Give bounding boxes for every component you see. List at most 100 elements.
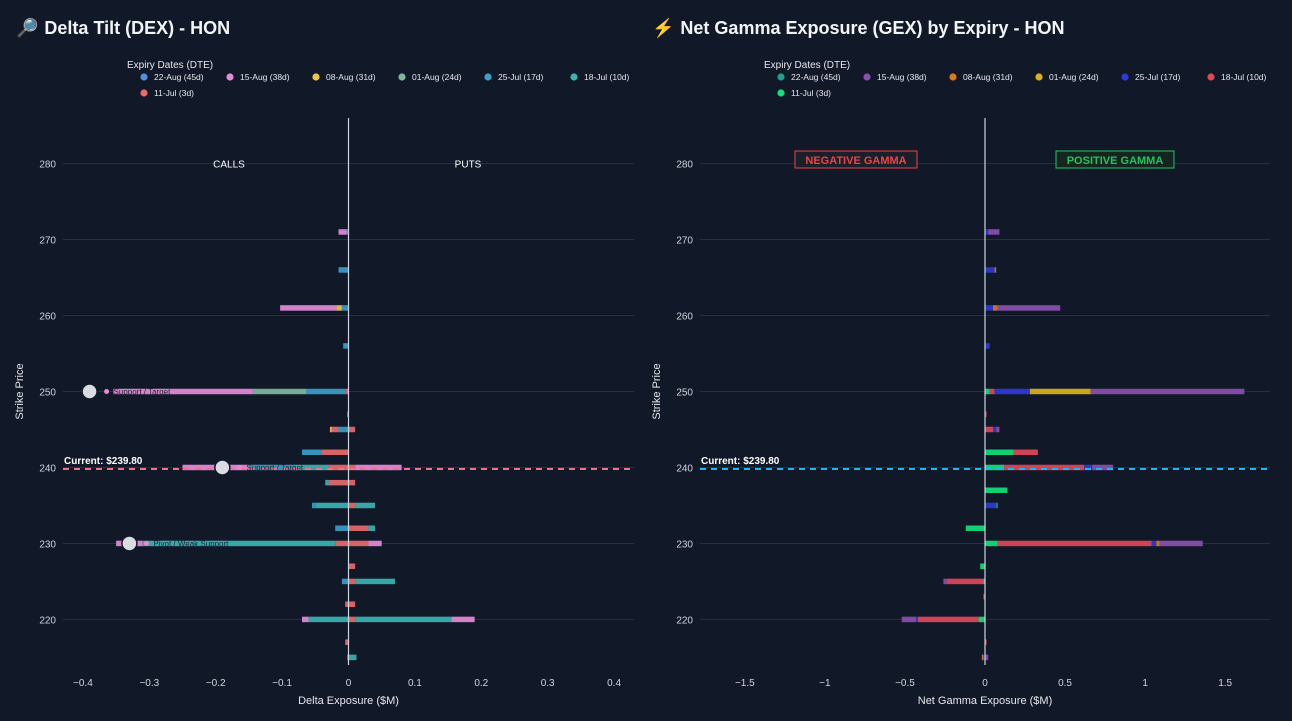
gex-ytick-label: 250 xyxy=(676,388,693,399)
dex-x-axis-title: Delta Exposure ($M) xyxy=(298,695,399,707)
gex-bar-segment xyxy=(985,388,990,395)
gex-title-text: Net Gamma Exposure (GEX) by Expiry - HON xyxy=(680,18,1065,38)
gex-chart: Expiry Dates (DTE)22-Aug (45d) 15-Aug (38… xyxy=(651,60,1270,707)
gex-bar-segment xyxy=(985,411,987,418)
level-annotation: Support / Target xyxy=(114,388,172,397)
dex-bar-segment xyxy=(336,305,342,311)
gex-ytick-label: 230 xyxy=(676,539,693,550)
dex-bar-segment xyxy=(335,540,349,547)
dex-bar-segment xyxy=(306,388,346,395)
gex-bar-segment xyxy=(985,449,1014,456)
gex-bar-segment xyxy=(917,616,979,623)
dex-legend-marker xyxy=(140,89,148,97)
gex-bar-segment xyxy=(994,267,997,273)
gex-bar-segment xyxy=(997,305,1061,311)
gex-legend-marker xyxy=(1207,73,1215,81)
gex-xtick-label: −1.5 xyxy=(735,678,755,689)
gex-bar-segment xyxy=(1013,449,1038,456)
dex-ytick-label: 240 xyxy=(39,463,56,474)
gex-legend-item: 08-Aug (31d) xyxy=(963,72,1013,82)
gex-bar-segment xyxy=(985,540,998,547)
gex-bar-segment xyxy=(1151,540,1157,547)
gex-bar-segment xyxy=(980,563,985,569)
dex-bar-segment xyxy=(315,502,349,509)
dex-xtick-label: 0.3 xyxy=(541,678,555,689)
dex-legend-marker xyxy=(570,73,578,81)
dex-bar-segment xyxy=(368,525,376,531)
dex-xtick-label: −0.4 xyxy=(73,678,93,689)
dex-bar-segment xyxy=(355,464,402,471)
gex-y-axis-title: Strike Price xyxy=(651,363,663,419)
gex-legend-item: 15-Aug (38d) xyxy=(877,72,927,82)
dex-bar-segment xyxy=(348,601,356,607)
gex-legend-marker xyxy=(777,89,785,97)
gex-xtick-label: 0.5 xyxy=(1058,678,1072,689)
gex-bar-segment xyxy=(985,343,990,349)
gex-bar-segment xyxy=(916,616,918,623)
dex-xtick-label: 0.1 xyxy=(408,678,422,689)
negative-gamma-box xyxy=(794,150,918,169)
dex-bar-segment xyxy=(348,479,356,486)
dex-bar-segment xyxy=(302,449,322,456)
dex-bar-segment xyxy=(302,616,309,623)
dex-legend-item: 08-Aug (31d) xyxy=(326,72,376,82)
gex-bar-segment xyxy=(996,502,998,509)
gex-bar-segment xyxy=(1004,464,1085,471)
gex-bar-segment xyxy=(1159,540,1203,547)
dex-legend-marker xyxy=(398,73,406,81)
dex-xtick-label: 0.2 xyxy=(474,678,488,689)
gex-legend-marker xyxy=(949,73,957,81)
gex-ytick-label: 280 xyxy=(676,160,693,171)
dex-bar-segment xyxy=(355,578,395,585)
dex-bar-segment xyxy=(311,502,316,509)
dex-bar-segment xyxy=(343,343,349,349)
level-marker xyxy=(214,459,231,476)
dex-bar-segment xyxy=(335,525,349,531)
dex-bar-segment xyxy=(368,540,382,547)
gex-bar-segment xyxy=(993,305,998,311)
lightning-icon: ⚡ xyxy=(652,18,675,38)
dex-legend-marker xyxy=(140,73,148,81)
dex-legend-title: Expiry Dates (DTE) xyxy=(127,60,213,71)
gex-bar-segment xyxy=(985,426,994,433)
gex-ytick-label: 240 xyxy=(676,463,693,474)
level-marker xyxy=(81,383,98,400)
dex-legend-item: 11-Jul (3d) xyxy=(154,88,194,98)
dex-legend-item: 18-Jul (10d) xyxy=(584,72,630,82)
gex-legend-marker xyxy=(1035,73,1043,81)
dex-bar-segment xyxy=(328,479,349,486)
dex-bar-segment xyxy=(348,464,356,471)
gex-bar-segment xyxy=(983,593,985,600)
dex-bar-segment xyxy=(347,411,349,418)
dex-xtick-label: −0.3 xyxy=(139,678,159,689)
dex-xtick-label: 0.4 xyxy=(607,678,621,689)
dex-xtick-label: −0.2 xyxy=(206,678,226,689)
level-marker-dot xyxy=(104,389,110,394)
dex-chart: Expiry Dates (DTE)22-Aug (45d) 15-Aug (38… xyxy=(14,60,634,707)
dex-ytick-label: 280 xyxy=(39,160,56,171)
dex-legend-item: 01-Aug (24d) xyxy=(412,72,462,82)
dex-legend-item: 25-Jul (17d) xyxy=(498,72,544,82)
gex-bar-segment xyxy=(901,616,917,623)
dex-xtick-label: 0 xyxy=(346,678,352,689)
gex-legend-item: 18-Jul (10d) xyxy=(1221,72,1267,82)
dex-bar-segment xyxy=(308,616,349,623)
dex-bar-segment xyxy=(248,464,296,471)
gex-legend-item: 22-Aug (45d) xyxy=(791,72,841,82)
level-annotation: Pivot / Weak Support xyxy=(153,539,229,548)
dex-bar-segment xyxy=(341,305,349,311)
gex-xtick-label: −1 xyxy=(819,678,831,689)
dex-bar-segment xyxy=(451,616,475,623)
dex-legend-marker xyxy=(484,73,492,81)
dex-bar-segment xyxy=(345,639,349,645)
dex-ytick-label: 220 xyxy=(39,615,56,626)
gex-legend-item: 11-Jul (3d) xyxy=(791,88,831,98)
positive-gamma-label: POSITIVE GAMMA xyxy=(1067,155,1164,167)
gex-legend-item: 01-Aug (24d) xyxy=(1049,72,1099,82)
level-marker xyxy=(121,535,138,552)
dex-bar-segment xyxy=(325,479,329,486)
dex-xtick-label: −0.1 xyxy=(272,678,292,689)
dex-bar-segment xyxy=(321,449,349,456)
dex-bar-segment xyxy=(346,229,349,235)
